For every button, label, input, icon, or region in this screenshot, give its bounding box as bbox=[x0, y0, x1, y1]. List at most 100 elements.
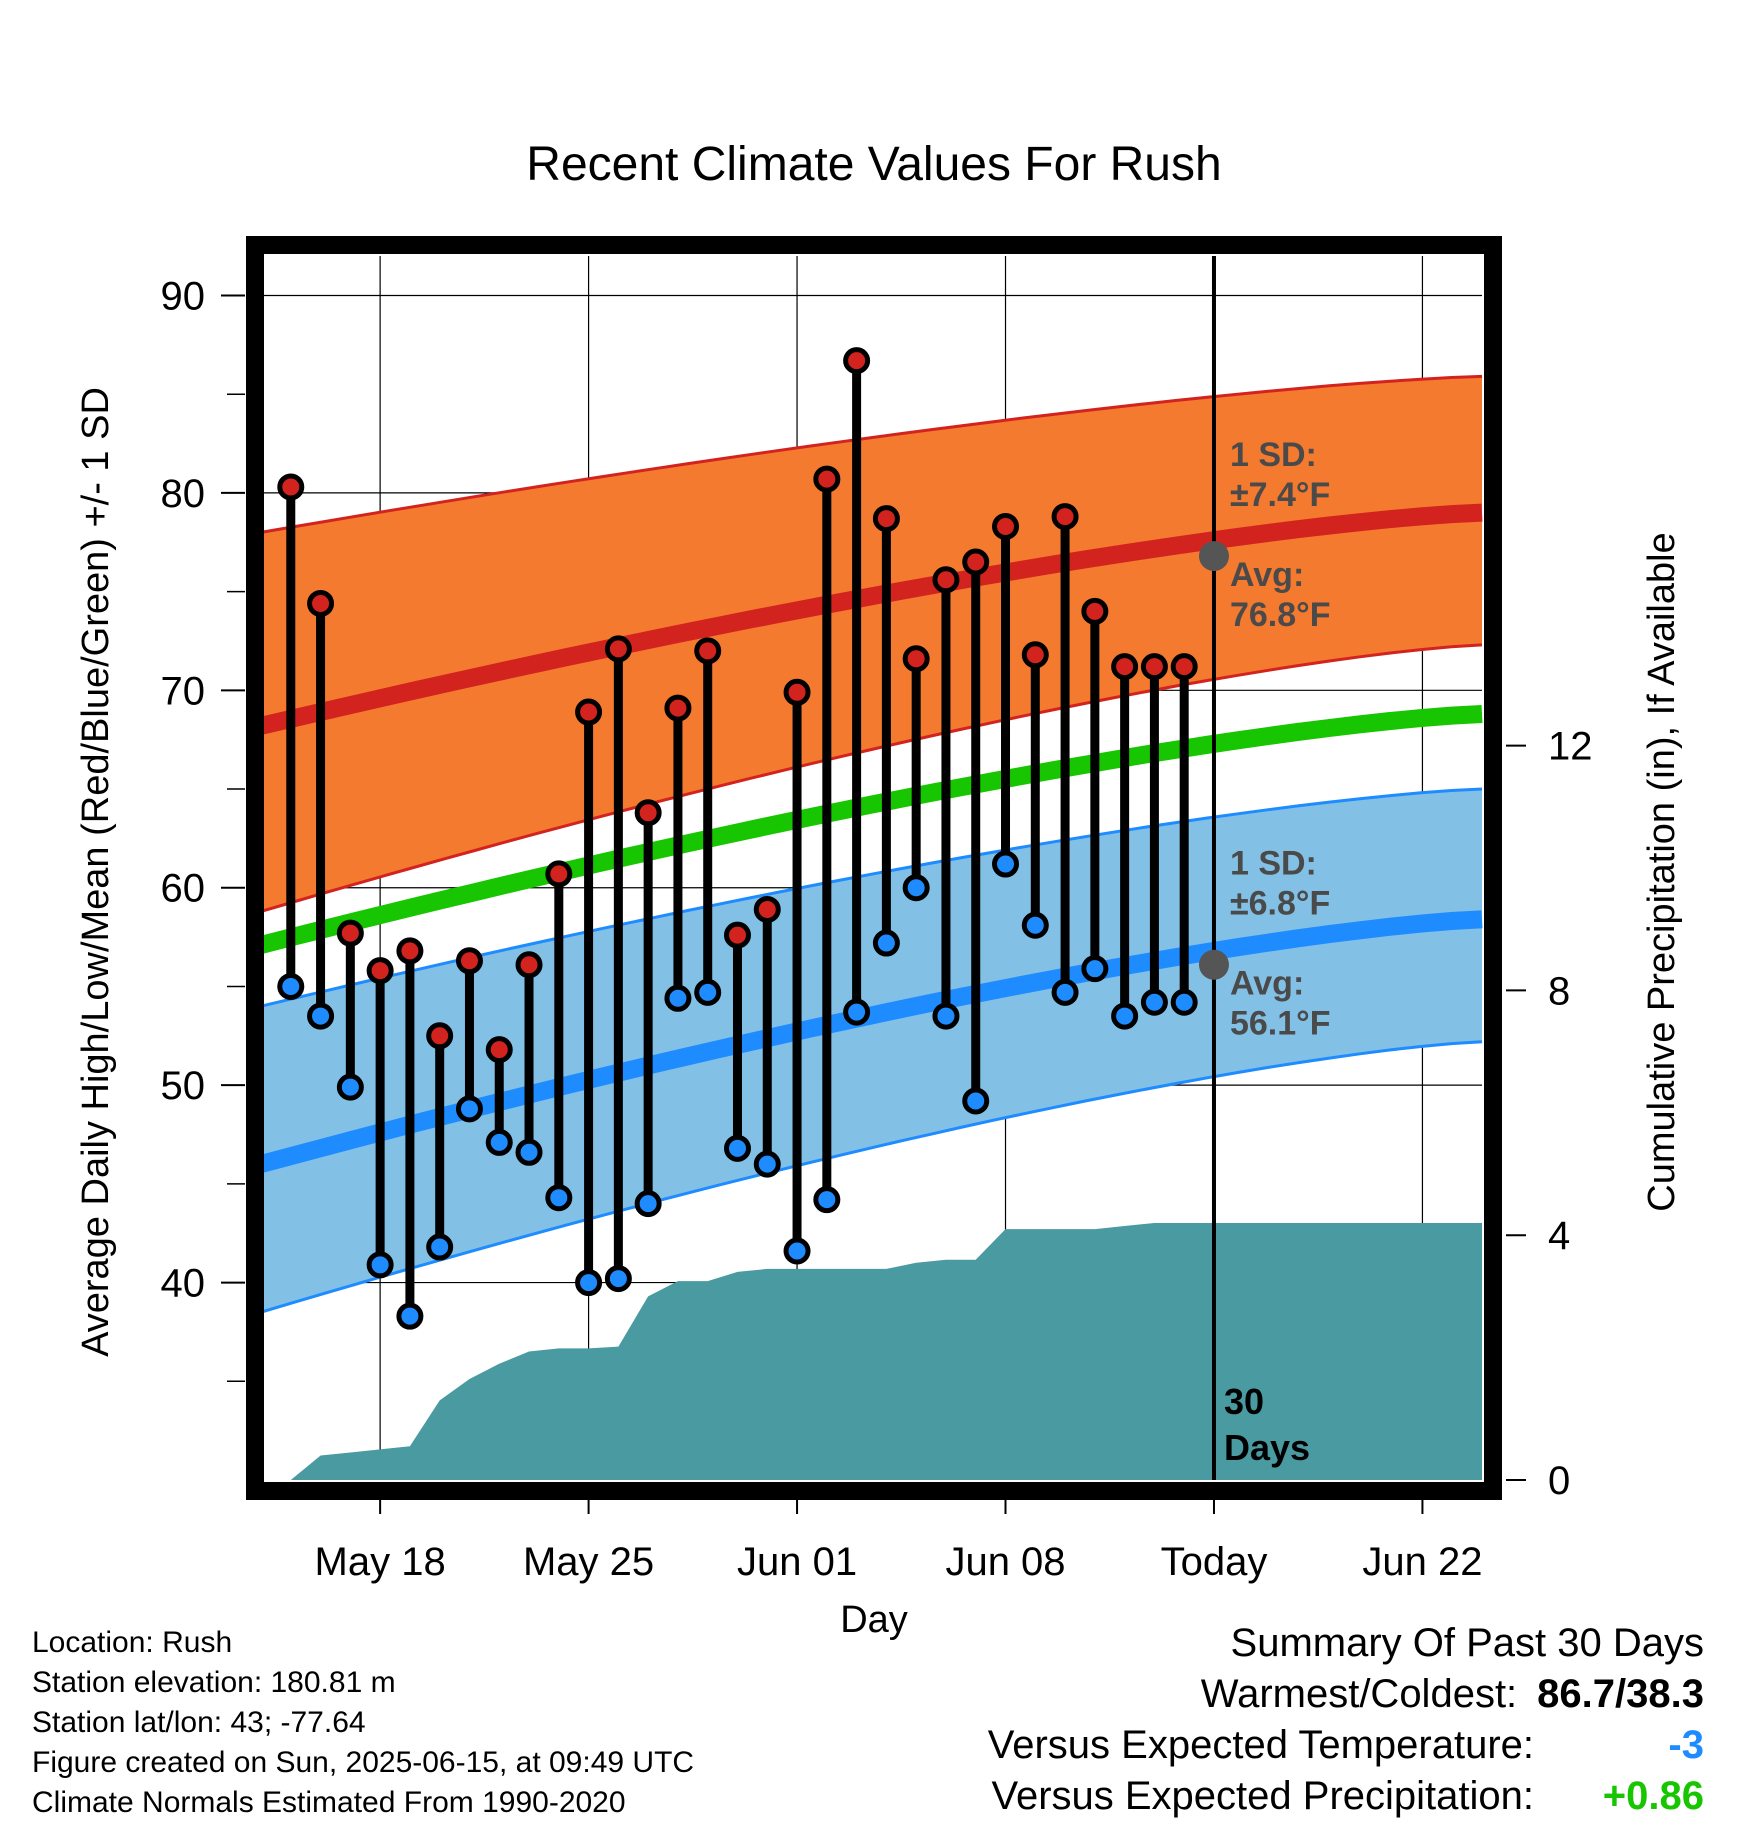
daily-low-point bbox=[694, 978, 722, 1006]
x-tick-label: May 25 bbox=[523, 1540, 654, 1584]
daily-low-point bbox=[902, 874, 930, 902]
normal-high-line bbox=[258, 503, 1483, 735]
daily-low-point bbox=[843, 998, 871, 1026]
daily-low-point bbox=[545, 1184, 573, 1212]
high-avg-value: 76.8°F bbox=[1230, 596, 1331, 634]
daily-low-point bbox=[1111, 1002, 1139, 1030]
y-tick-label-left: 50 bbox=[161, 1064, 206, 1108]
daily-high-point bbox=[426, 1022, 454, 1050]
daily-low-point bbox=[753, 1150, 781, 1178]
high-sd-value: ±7.4°F bbox=[1230, 476, 1330, 514]
precipitation-area bbox=[290, 1223, 1482, 1480]
temp-label: Versus Expected Temperature: bbox=[987, 1723, 1534, 1767]
daily-high-point bbox=[1051, 503, 1079, 531]
daily-low-point bbox=[783, 1237, 811, 1265]
daily-high-point bbox=[1140, 653, 1168, 681]
y-axis-label-left: Average Daily High/Low/Mean (Red/Blue/Gr… bbox=[75, 387, 117, 1357]
daily-low-point bbox=[485, 1128, 513, 1156]
daily-high-point bbox=[1111, 653, 1139, 681]
latlon-text: Station lat/lon: 43; -77.64 bbox=[32, 1706, 366, 1739]
daily-high-point bbox=[872, 505, 900, 533]
y-tick-label-left: 40 bbox=[161, 1262, 206, 1306]
created-text: Figure created on Sun, 2025-06-15, at 09… bbox=[32, 1746, 695, 1779]
daily-high-point bbox=[485, 1036, 513, 1064]
daily-high-point bbox=[1021, 641, 1049, 669]
daily-low-point bbox=[336, 1073, 364, 1101]
daily-high-point bbox=[902, 645, 930, 673]
precip-value: +0.86 bbox=[1602, 1774, 1704, 1818]
daily-low-point bbox=[1140, 988, 1168, 1016]
daily-high-point bbox=[783, 678, 811, 706]
y-tick-label-left: 70 bbox=[161, 669, 206, 713]
summary-temp-row: Versus Expected Temperature: -3 bbox=[988, 1720, 1704, 1771]
daily-low-point bbox=[1051, 978, 1079, 1006]
daily-high-point bbox=[723, 921, 751, 949]
daily-high-point bbox=[515, 951, 543, 979]
x-tick-label: Jun 22 bbox=[1362, 1540, 1482, 1584]
station-info: Location: Rush Station elevation: 180.81… bbox=[32, 1623, 694, 1823]
daily-high-point bbox=[813, 465, 841, 493]
daily-low-point bbox=[455, 1095, 483, 1123]
daily-high-point bbox=[307, 589, 335, 617]
x-axis-label: Day bbox=[840, 1599, 908, 1641]
normal-mean-line bbox=[258, 705, 1483, 954]
daily-low-point bbox=[1021, 911, 1049, 939]
daily-low-point bbox=[932, 1002, 960, 1030]
daily-high-point bbox=[694, 637, 722, 665]
daily-high-point bbox=[753, 895, 781, 923]
high-sd-lower-edge bbox=[260, 643, 1483, 913]
y-tick-label-left: 90 bbox=[161, 274, 206, 318]
daily-high-point bbox=[634, 799, 662, 827]
daily-low-point bbox=[634, 1190, 662, 1218]
daily-low-point bbox=[575, 1269, 603, 1297]
daily-low-point bbox=[277, 972, 305, 1000]
plot-frame bbox=[246, 236, 1502, 1500]
daily-low-point bbox=[604, 1265, 632, 1293]
x-tick-label: May 18 bbox=[315, 1540, 446, 1584]
low-sd-band bbox=[261, 789, 1482, 1313]
location-text: Location: Rush bbox=[32, 1626, 233, 1659]
daily-low-point bbox=[872, 929, 900, 957]
daily-low-point bbox=[1170, 988, 1198, 1016]
daily-low-point bbox=[723, 1134, 751, 1162]
summary-panel: Summary Of Past 30 Days Warmest/Coldest:… bbox=[988, 1618, 1704, 1822]
summary-precip-row: Versus Expected Precipitation: +0.86 bbox=[988, 1771, 1704, 1822]
daily-low-point bbox=[366, 1251, 394, 1279]
daily-low-point bbox=[992, 850, 1020, 878]
y-tick-label-right: 4 bbox=[1548, 1214, 1570, 1258]
high-sd-upper-edge bbox=[260, 374, 1483, 534]
low-avg-label: Avg: bbox=[1230, 965, 1304, 1003]
x-tick-label: Today bbox=[1161, 1540, 1268, 1584]
daily-high-point bbox=[664, 694, 692, 722]
chart-title: Recent Climate Values For Rush bbox=[526, 138, 1221, 191]
daily-low-point bbox=[1081, 955, 1109, 983]
daily-high-point bbox=[277, 473, 305, 501]
x-tick-label: Jun 08 bbox=[945, 1540, 1065, 1584]
y-axis-label-right: Cumulative Precipitation (in), If Availa… bbox=[1641, 532, 1683, 1211]
normals-text: Climate Normals Estimated From 1990-2020 bbox=[32, 1786, 626, 1819]
daily-high-point bbox=[575, 698, 603, 726]
daily-high-point bbox=[1170, 653, 1198, 681]
daily-high-point bbox=[604, 635, 632, 663]
low-avg-value: 56.1°F bbox=[1230, 1005, 1331, 1043]
y-tick-label-right: 12 bbox=[1548, 725, 1593, 769]
daily-high-point bbox=[1081, 597, 1109, 625]
daily-high-point bbox=[545, 860, 573, 888]
daily-low-point bbox=[813, 1186, 841, 1214]
daily-low-point bbox=[962, 1087, 990, 1115]
daily-high-point bbox=[962, 548, 990, 576]
summary-warmest-row: Warmest/Coldest: 86.7/38.3 bbox=[988, 1669, 1704, 1720]
daily-high-point bbox=[843, 347, 871, 375]
low-sd-label: 1 SD: bbox=[1230, 845, 1317, 883]
precip-label: Versus Expected Precipitation: bbox=[991, 1774, 1534, 1818]
daily-low-point bbox=[515, 1138, 543, 1166]
low-avg-marker bbox=[1198, 949, 1229, 980]
high-avg-label: Avg: bbox=[1230, 556, 1304, 594]
high-avg-marker bbox=[1198, 541, 1229, 572]
today-days-word: Days bbox=[1224, 1427, 1310, 1468]
high-sd-band bbox=[261, 376, 1482, 912]
y-tick-label-right: 8 bbox=[1548, 969, 1570, 1013]
low-sd-value: ±6.8°F bbox=[1230, 885, 1330, 923]
y-tick-label-left: 80 bbox=[161, 472, 206, 516]
